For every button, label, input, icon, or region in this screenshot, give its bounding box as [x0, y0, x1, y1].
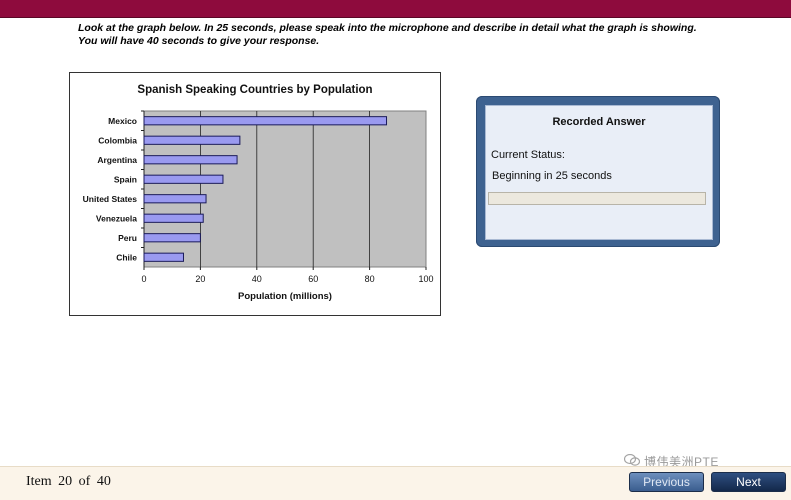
x-axis-label: Population (millions) [238, 291, 332, 302]
bar [143, 252, 184, 262]
chart-title: Spanish Speaking Countries by Population [137, 84, 373, 96]
footer-bar: Item 20 of 40 Previous Next [0, 466, 791, 500]
y-category-label: Chile [116, 252, 137, 262]
watermark-text: 博伟美洲PTE [644, 455, 719, 469]
bar [143, 174, 224, 184]
bar-chart: 0 20 40 60 80 100 Chile Peru Venezuela United Sta… [83, 110, 434, 302]
recorded-answer-panel: Recorded Answer Current Status: Beginnin… [476, 96, 720, 247]
status-value: Beginning in 25 seconds [492, 170, 612, 182]
x-tick-label: 0 [141, 274, 146, 284]
bar [143, 135, 241, 145]
bar [143, 194, 207, 204]
x-tick-label: 20 [195, 274, 205, 284]
top-banner [0, 0, 791, 18]
y-category-label: Mexico [108, 116, 137, 126]
item-counter: Item 20 of 40 [26, 474, 111, 489]
next-button[interactable]: Next [711, 472, 786, 492]
watermark: 博伟美洲PTE [623, 453, 719, 470]
recording-progress-bar [488, 192, 706, 205]
bar [143, 155, 238, 165]
y-category-label: Peru [118, 233, 137, 243]
x-tick-label: 60 [308, 274, 318, 284]
recorded-answer-body: Recorded Answer Current Status: Beginnin… [485, 105, 713, 240]
y-category-label: Argentina [97, 155, 137, 165]
previous-button[interactable]: Previous [629, 472, 704, 492]
x-tick-label: 80 [365, 274, 375, 284]
bar [143, 213, 204, 223]
bar [143, 116, 388, 126]
bar [143, 233, 201, 243]
recorded-answer-title: Recorded Answer [552, 116, 646, 128]
x-tick-label: 100 [418, 274, 433, 284]
plot-area [143, 110, 427, 268]
y-category-label: Colombia [98, 135, 137, 145]
y-category-label: United States [83, 194, 138, 204]
y-category-label: Venezuela [96, 213, 137, 223]
y-category-label: Spain [114, 174, 137, 184]
wechat-icon [623, 453, 641, 469]
status-label: Current Status: [491, 149, 565, 161]
task-instruction: Look at the graph below. In 25 seconds, … [78, 22, 697, 47]
chart-container: Spanish Speaking Countries by Population… [69, 72, 441, 316]
x-tick-label: 40 [252, 274, 262, 284]
